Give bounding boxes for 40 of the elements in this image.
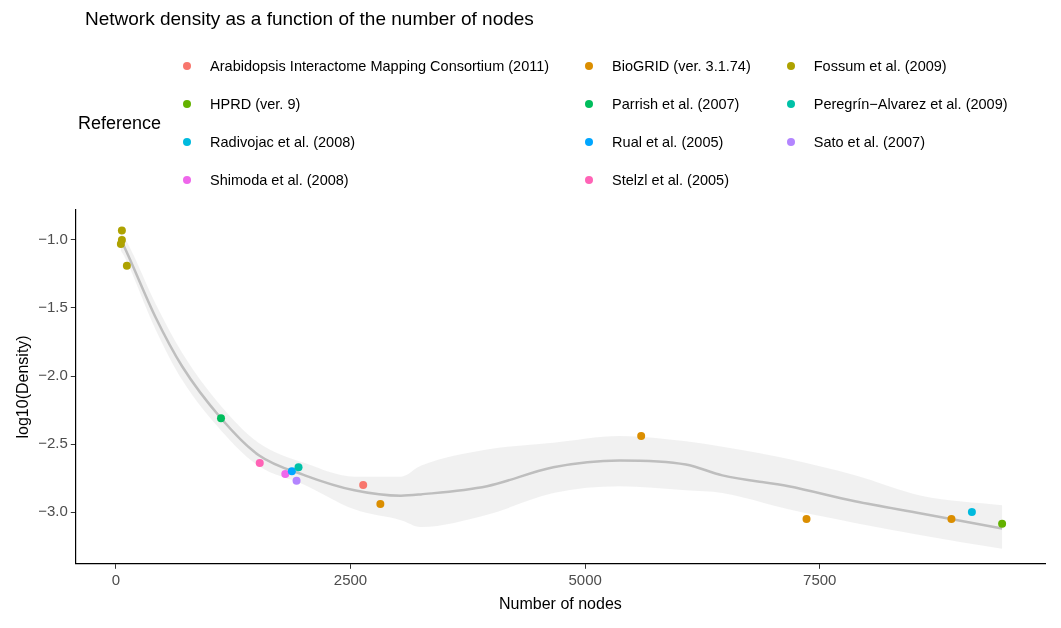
- legend-label: Radivojac et al. (2008): [210, 134, 356, 150]
- point: [359, 480, 368, 489]
- x-tick-label: 2500: [333, 570, 368, 588]
- legend-label: Stelzl et al. (2005): [612, 172, 729, 188]
- point: [376, 499, 385, 508]
- point: [281, 469, 290, 478]
- point: [802, 514, 811, 523]
- legend-label: BioGRID (ver. 3.1.74): [612, 58, 751, 74]
- point: [947, 514, 956, 523]
- legend-label: Parrish et al. (2007): [612, 96, 740, 112]
- point: [292, 476, 301, 485]
- x-axis-title: Number of nodes: [499, 594, 622, 612]
- y-tick-label: −1.0: [38, 230, 68, 248]
- point: [116, 240, 125, 249]
- point: [122, 261, 131, 270]
- x-tick-label: 0: [111, 570, 121, 588]
- y-tick-label: −3.0: [38, 502, 68, 520]
- x-tick-label: 5000: [568, 570, 602, 588]
- y-axis-title: log10(Density): [14, 335, 32, 439]
- point: [287, 467, 296, 476]
- point: [294, 463, 303, 472]
- legend-label: HPRD (ver. 9): [210, 96, 301, 112]
- x-tick-label: 7500: [803, 570, 837, 588]
- point: [117, 226, 126, 235]
- point: [967, 508, 976, 517]
- point: [255, 459, 264, 468]
- y-tick-label: −2.5: [38, 434, 68, 452]
- point: [637, 431, 646, 440]
- y-tick-label: −2.0: [38, 366, 68, 384]
- y-tick-label: −1.5: [38, 298, 68, 316]
- chart-title: Network density as a function of the number of nodes: [85, 8, 535, 31]
- legend-title: Reference: [78, 112, 162, 134]
- legend-label: Shimoda et al. (2008): [210, 172, 349, 188]
- legend-label: Fossum et al. (2009): [813, 58, 947, 74]
- point: [217, 414, 225, 423]
- legend-label: Rual et al. (2005): [612, 134, 724, 150]
- legend-label: Peregrín−Alvarez et al. (2009): [813, 96, 1008, 112]
- point: [998, 519, 1007, 528]
- legend-label: Arabidopsis Interactome Mapping Consortium (2011): [210, 58, 550, 74]
- legend-label: Sato et al. (2007): [813, 134, 925, 150]
